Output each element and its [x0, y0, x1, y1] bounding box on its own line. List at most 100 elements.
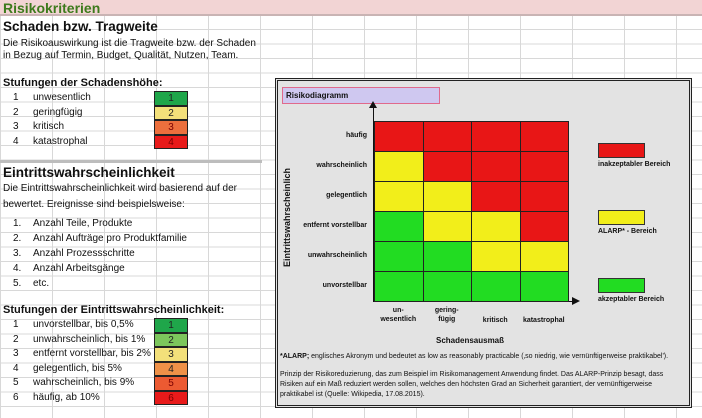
- matrix-cell: [422, 211, 472, 242]
- column-label: kritisch: [482, 317, 508, 324]
- level-number: 4: [13, 362, 19, 374]
- example-label: Anzahl Arbeitsgänge: [33, 263, 125, 274]
- schaden-levels-title: Stufungen der Schadenshöhe:: [3, 77, 163, 89]
- matrix-cell: [471, 241, 521, 272]
- alarp-principle: Prinzip der Risikoreduzierung, das zum B…: [280, 371, 664, 398]
- example-number: 2.: [13, 233, 22, 244]
- level-number: 6: [13, 391, 19, 403]
- column-label: katastrophal: [522, 317, 565, 324]
- matrix-cell: [471, 121, 521, 152]
- row-label: unvorstellbar: [322, 282, 367, 289]
- sheet-title: Risikokriterien: [3, 0, 101, 16]
- sheet-title-bar: Risikokriterien: [0, 0, 702, 16]
- level-label: katastrophal: [33, 135, 88, 147]
- schaden-desc-1: Die Risikoauswirkung ist die Tragweite b…: [3, 38, 256, 49]
- column-label: gering- fügig: [434, 307, 459, 323]
- level-color-box: 5: [154, 376, 188, 391]
- matrix-cell: [374, 211, 424, 242]
- example-number: 1.: [13, 218, 22, 229]
- schaden-heading: Schaden bzw. Tragweite: [3, 19, 158, 34]
- level-label: entfernt vorstellbar, bis 2%: [33, 348, 151, 359]
- level-number: 3: [13, 348, 19, 359]
- example-label: Anzahl Teile, Produkte: [33, 218, 133, 229]
- level-label: häufig, ab 10%: [33, 391, 100, 403]
- matrix-cell: [374, 181, 424, 212]
- example-label: Anzahl Aufträge pro Produktfamilie: [33, 233, 187, 244]
- matrix-cell: [422, 181, 472, 212]
- legend-swatch: [598, 210, 645, 225]
- matrix-cell: [471, 271, 521, 302]
- level-label: geringfügig: [33, 106, 83, 118]
- level-color-box: 3: [154, 347, 188, 362]
- legend-label: inakzeptabler Bereich: [598, 161, 671, 168]
- matrix-cell: [422, 241, 472, 272]
- level-color-box: 1: [154, 318, 188, 333]
- matrix-cell: [374, 121, 424, 152]
- legend-swatch: [598, 143, 645, 158]
- level-color-box: 2: [154, 105, 188, 120]
- matrix-cell: [519, 241, 569, 272]
- eintritt-desc-1: Die Eintrittswahrscheinlichkeit wird bas…: [3, 183, 237, 194]
- level-color-box: 3: [154, 120, 188, 135]
- eintritt-heading: Eintrittswahrscheinlichkeit: [3, 165, 175, 180]
- row-label: entfernt vorstellbar: [303, 222, 367, 229]
- matrix-cell: [471, 211, 521, 242]
- level-number: 1: [13, 92, 19, 103]
- level-label: gelegentlich, bis 5%: [33, 362, 122, 374]
- matrix-cell: [471, 181, 521, 212]
- matrix-cell: [519, 181, 569, 212]
- diagram-title: Risikodiagramm: [282, 87, 440, 104]
- level-number: 2: [13, 333, 19, 345]
- matrix-cell: [374, 241, 424, 272]
- column-label: un- wesentlich: [380, 307, 417, 323]
- matrix-cell: [374, 271, 424, 302]
- level-number: 2: [13, 106, 19, 118]
- alarp-note-term: *ALARP;: [280, 353, 310, 360]
- matrix-cell: [374, 151, 424, 182]
- level-number: 3: [13, 121, 19, 132]
- alarp-note: *ALARP; englisches Akronym und bedeutet …: [280, 352, 688, 362]
- level-color-box: 4: [154, 134, 188, 149]
- example-label: Anzahl Prozessschritte: [33, 248, 135, 259]
- matrix-cell: [519, 121, 569, 152]
- row-label: wahrscheinlich: [316, 162, 367, 169]
- example-number: 3.: [13, 248, 22, 259]
- matrix-cell: [519, 211, 569, 242]
- level-label: unwesentlich: [33, 92, 91, 103]
- example-label: etc.: [33, 278, 50, 289]
- x-arrowhead-icon: [572, 297, 580, 305]
- matrix-cell: [422, 151, 472, 182]
- level-number: 4: [13, 135, 19, 147]
- level-number: 1: [13, 319, 19, 330]
- x-axis-label: Schadensausmaß: [435, 336, 505, 345]
- matrix-cell: [422, 121, 472, 152]
- schaden-desc-2: in Bezug auf Termin, Budget, Qualität, N…: [3, 50, 239, 61]
- matrix-cell: [471, 151, 521, 182]
- eintritt-levels-title: Stufungen der Eintrittswahrscheinlichkei…: [3, 304, 225, 316]
- row-label: häufig: [346, 132, 367, 139]
- level-color-box: 4: [154, 361, 188, 376]
- level-label: kritisch: [33, 121, 65, 132]
- legend-swatch: [598, 278, 645, 293]
- example-number: 5.: [13, 278, 22, 289]
- level-color-box: 1: [154, 91, 188, 106]
- y-arrowhead-icon: [369, 101, 377, 108]
- row-label: gelegentlich: [326, 192, 367, 199]
- alarp-note-text: englisches Akronym und bedeutet as low a…: [309, 353, 669, 360]
- level-color-box: 2: [154, 332, 188, 347]
- level-number: 5: [13, 377, 19, 388]
- matrix-cell: [519, 271, 569, 302]
- example-number: 4.: [13, 263, 22, 274]
- legend-label: akzeptabler Bereich: [598, 296, 665, 303]
- y-axis-arrow: [373, 103, 374, 301]
- level-color-box: 6: [154, 390, 188, 405]
- matrix-cell: [519, 151, 569, 182]
- level-label: unwahrscheinlich, bis 1%: [33, 333, 146, 345]
- legend-label: ALARP* - Bereich: [598, 228, 657, 235]
- row-label: unwahrscheinlich: [307, 252, 367, 259]
- level-label: wahrscheinlich, bis 9%: [33, 377, 135, 388]
- eintritt-desc-2: bewertet. Ereignisse sind beispielsweise…: [3, 199, 185, 210]
- matrix-cell: [422, 271, 472, 302]
- section-divider: [0, 160, 262, 163]
- level-label: unvorstellbar, bis 0,5%: [33, 319, 134, 330]
